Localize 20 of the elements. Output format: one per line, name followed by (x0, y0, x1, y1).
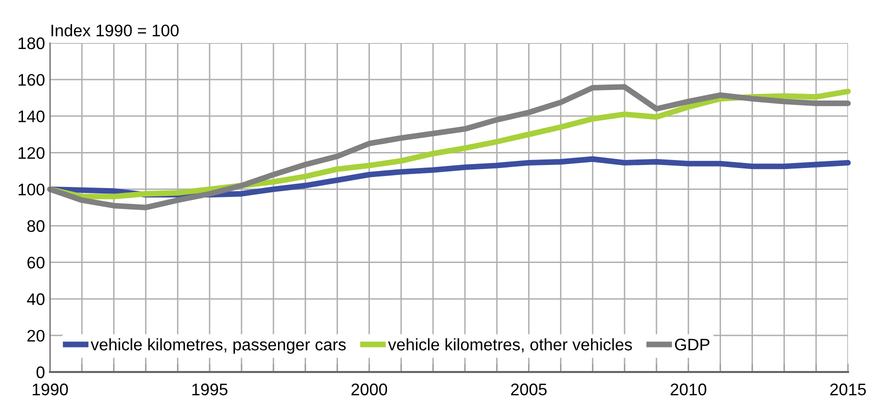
x-tick-label: 2015 (830, 384, 866, 396)
legend-label: vehicle kilometres, other vehicles (388, 338, 632, 352)
y-tick-label: 100 (18, 184, 44, 196)
y-tick-label: 40 (26, 293, 44, 306)
y-tick-label: 160 (18, 74, 44, 86)
y-tick-label: 180 (18, 37, 44, 50)
y-tick-label: 80 (27, 220, 44, 232)
x-tick-label: 2010 (670, 384, 706, 396)
x-tick-label: 1990 (32, 384, 68, 396)
x-tick-label: 2005 (511, 384, 547, 396)
y-axis-title: Index 1990 = 100 (52, 24, 179, 36)
y-tick-label: 140 (18, 110, 44, 122)
legend-label: GDP (675, 338, 710, 350)
x-tick-label: 1995 (192, 384, 228, 396)
y-tick-label: 120 (18, 147, 44, 159)
x-tick-label: 2000 (352, 384, 388, 396)
legend-label: vehicle kilometres, passenger cars (90, 338, 346, 354)
y-tick-label: 60 (27, 256, 44, 269)
y-tick-label: 20 (27, 330, 44, 342)
y-tick-label: 0 (36, 366, 44, 378)
